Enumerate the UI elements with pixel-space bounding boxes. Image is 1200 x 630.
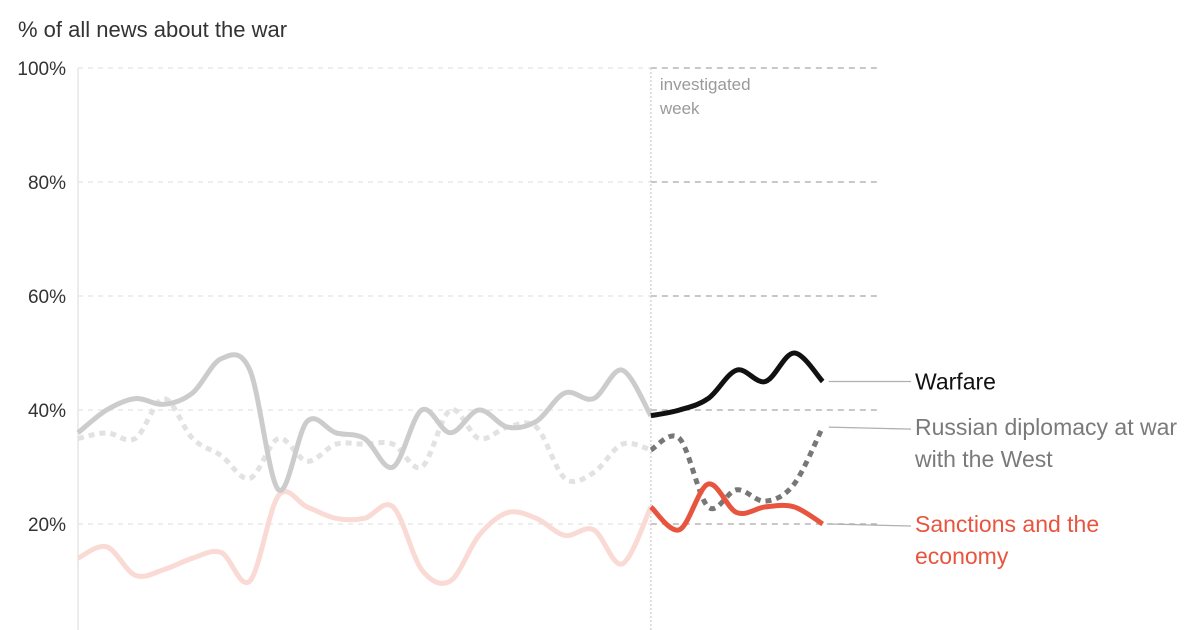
y-tick-label: 60% bbox=[28, 287, 66, 308]
series-sanctions-and-the-economy-investigated-line bbox=[649, 481, 825, 533]
y-tick-label: 20% bbox=[28, 515, 66, 536]
series-warfare-investigated-line bbox=[650, 350, 825, 419]
series-russian-diplomacy-at-war-with-the-west-history-line bbox=[77, 396, 652, 485]
y-tick-label: 80% bbox=[28, 173, 66, 194]
investigated-week-marker: investigated week bbox=[650, 68, 751, 630]
series-labels: Warfare Russian diplomacy at war with the … bbox=[828, 369, 1177, 569]
y-axis-ticks: 20% 40% 60% 80% 100% bbox=[17, 59, 66, 536]
series-investigated-week-lines bbox=[649, 350, 825, 533]
y-tick-label: 40% bbox=[28, 401, 66, 422]
investigated-week-label: investigated bbox=[660, 75, 751, 94]
series-label-2-line: Russian diplomacy at war bbox=[915, 414, 1177, 440]
series-history-lines bbox=[76, 352, 654, 586]
series-label-leader bbox=[828, 523, 912, 527]
y-axis-title: % of all news about the war bbox=[18, 17, 287, 42]
y-tick-label: 100% bbox=[17, 59, 66, 80]
gridlines bbox=[77, 67, 880, 630]
series-label-2-line: with the West bbox=[914, 446, 1053, 472]
investigated-week-label: week bbox=[659, 99, 700, 118]
series-sanctions-and-the-economy-history-line bbox=[76, 489, 654, 586]
series-russian-diplomacy-at-war-with-the-west-investigated-line bbox=[649, 425, 825, 512]
series-label-1-line: Warfare bbox=[915, 369, 996, 395]
series-label-3-line: economy bbox=[915, 543, 1009, 569]
series-label-3-line: Sanctions and the bbox=[915, 511, 1099, 537]
series-label-leader bbox=[828, 426, 912, 430]
series-warfare-history-line bbox=[76, 352, 654, 493]
